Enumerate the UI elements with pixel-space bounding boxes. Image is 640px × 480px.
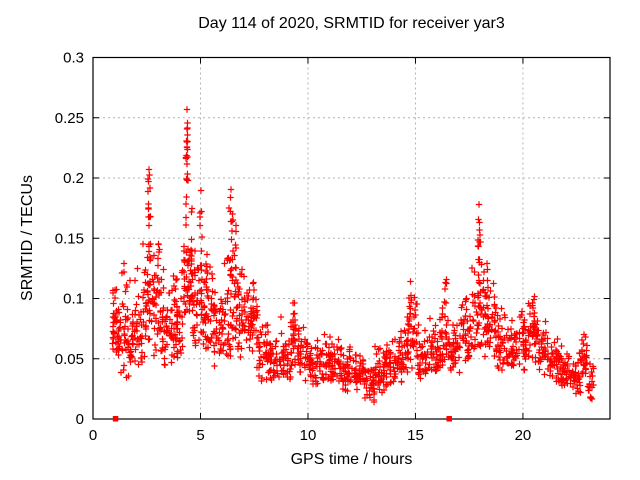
y-tick-label: 0.2 — [63, 170, 84, 187]
y-tick-label: 0.3 — [63, 50, 84, 67]
x-tick-label: 5 — [196, 427, 204, 444]
baseline-flag-markers — [112, 416, 452, 422]
x-tick-label: 10 — [300, 427, 317, 444]
scatter-points — [109, 106, 597, 406]
chart-title: Day 114 of 2020, SRMTID for receiver yar… — [198, 15, 505, 32]
y-tick-label: 0.05 — [55, 351, 84, 368]
y-tick-label: 0.25 — [55, 110, 84, 127]
tick-marks — [92, 57, 610, 420]
y-tick-label: 0.15 — [55, 230, 84, 247]
plot-border — [92, 56, 611, 420]
x-tick-label: 15 — [407, 427, 424, 444]
x-axis-label: GPS time / hours — [290, 451, 413, 468]
grid-lines — [93, 57, 610, 419]
y-tick-label: 0 — [76, 411, 84, 428]
x-tick-label: 20 — [515, 427, 532, 444]
tick-labels: 0 5 10 15 20 0 0.05 0.1 0.15 0.2 0.25 0.3 — [55, 50, 531, 445]
y-tick-label: 0.1 — [63, 291, 84, 308]
x-tick-label: 0 — [89, 427, 97, 444]
flag-square-marker — [112, 416, 119, 422]
flag-square-marker — [446, 416, 452, 422]
